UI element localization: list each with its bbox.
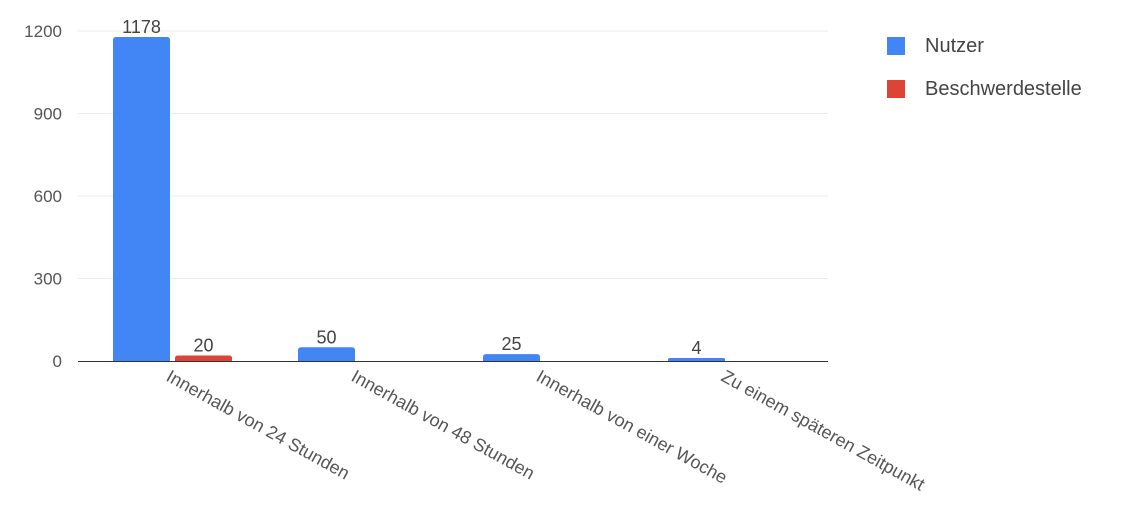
gridlines: [78, 30, 828, 279]
legend-label: Nutzer: [925, 35, 984, 57]
data-labels: 1178 50 25 4 20: [122, 17, 701, 358]
y-axis-ticks: 0 300 600 900 1200: [24, 22, 62, 371]
bar-nutzer-1: [298, 347, 355, 361]
data-label: 25: [501, 334, 521, 354]
y-tick-label: 300: [34, 270, 62, 289]
legend-label: Beschwerdestelle: [925, 78, 1082, 100]
bar-nutzer-2: [483, 354, 540, 361]
data-label: 4: [691, 338, 701, 358]
legend-swatch: [887, 37, 905, 55]
legend-swatch: [887, 80, 905, 98]
data-label: 50: [316, 327, 336, 347]
y-tick-label: 900: [34, 105, 62, 124]
legend: Nutzer Beschwerdestelle: [887, 35, 1082, 100]
data-label: 20: [193, 336, 213, 356]
y-tick-label: 0: [53, 352, 62, 371]
x-category-label: Innerhalb von einer Woche: [533, 366, 731, 488]
x-category-label: Zu einem späteren Zeitpunkt: [718, 366, 928, 495]
bar-beschwerdestelle-0: [175, 355, 232, 361]
bar-nutzer-3: [668, 358, 725, 361]
x-category-label: Innerhalb von 48 Stunden: [348, 366, 538, 483]
y-tick-label: 1200: [24, 22, 62, 41]
data-label: 1178: [122, 17, 161, 37]
bar-nutzer-0: [113, 37, 170, 362]
x-category-label: Innerhalb von 24 Stunden: [163, 366, 353, 483]
bars: [113, 37, 725, 362]
y-tick-label: 600: [34, 187, 62, 206]
